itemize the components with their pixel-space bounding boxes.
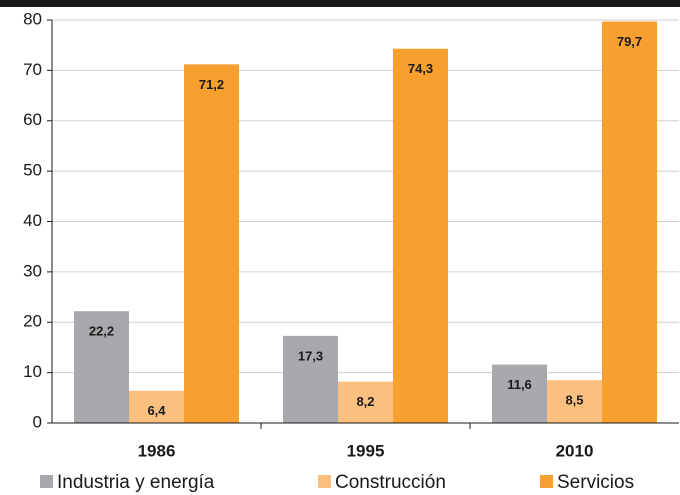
top-band [0, 0, 680, 7]
legend-label: Construcción [335, 472, 446, 493]
legend-label: Industria y energía [57, 472, 215, 493]
legend-swatch [540, 475, 553, 488]
x-tick-label: 1986 [138, 441, 176, 460]
y-tick-label: 40 [23, 211, 42, 230]
legend-label: Servicios [557, 472, 634, 493]
y-tick-label: 60 [23, 110, 42, 129]
y-tick-label: 30 [23, 261, 42, 280]
value-label: 74,3 [408, 61, 433, 76]
value-label: 8,5 [565, 393, 583, 408]
bar [338, 381, 393, 423]
y-tick-label: 70 [23, 60, 42, 79]
y-tick-label: 0 [33, 412, 42, 431]
bar [547, 380, 602, 423]
y-tick-label: 20 [23, 312, 42, 331]
x-tick-label: 2010 [556, 441, 594, 460]
value-label: 6,4 [147, 403, 166, 418]
value-label: 17,3 [298, 348, 323, 363]
bar [74, 311, 129, 423]
bar [283, 335, 338, 423]
value-label: 8,2 [356, 394, 374, 409]
legend-swatch [40, 475, 53, 488]
y-tick-label: 50 [23, 161, 42, 180]
legend-swatch [318, 475, 331, 488]
value-label: 71,2 [199, 77, 224, 92]
bar [602, 21, 657, 423]
value-label: 11,6 [507, 377, 532, 392]
y-tick-label: 80 [23, 9, 42, 28]
bar [393, 48, 448, 424]
bar [129, 390, 184, 423]
value-label: 22,2 [89, 324, 114, 339]
bar [492, 364, 547, 423]
y-tick-label: 10 [23, 362, 42, 381]
x-tick-label: 1995 [347, 441, 385, 460]
bar [184, 64, 239, 423]
value-label: 79,7 [617, 34, 642, 49]
